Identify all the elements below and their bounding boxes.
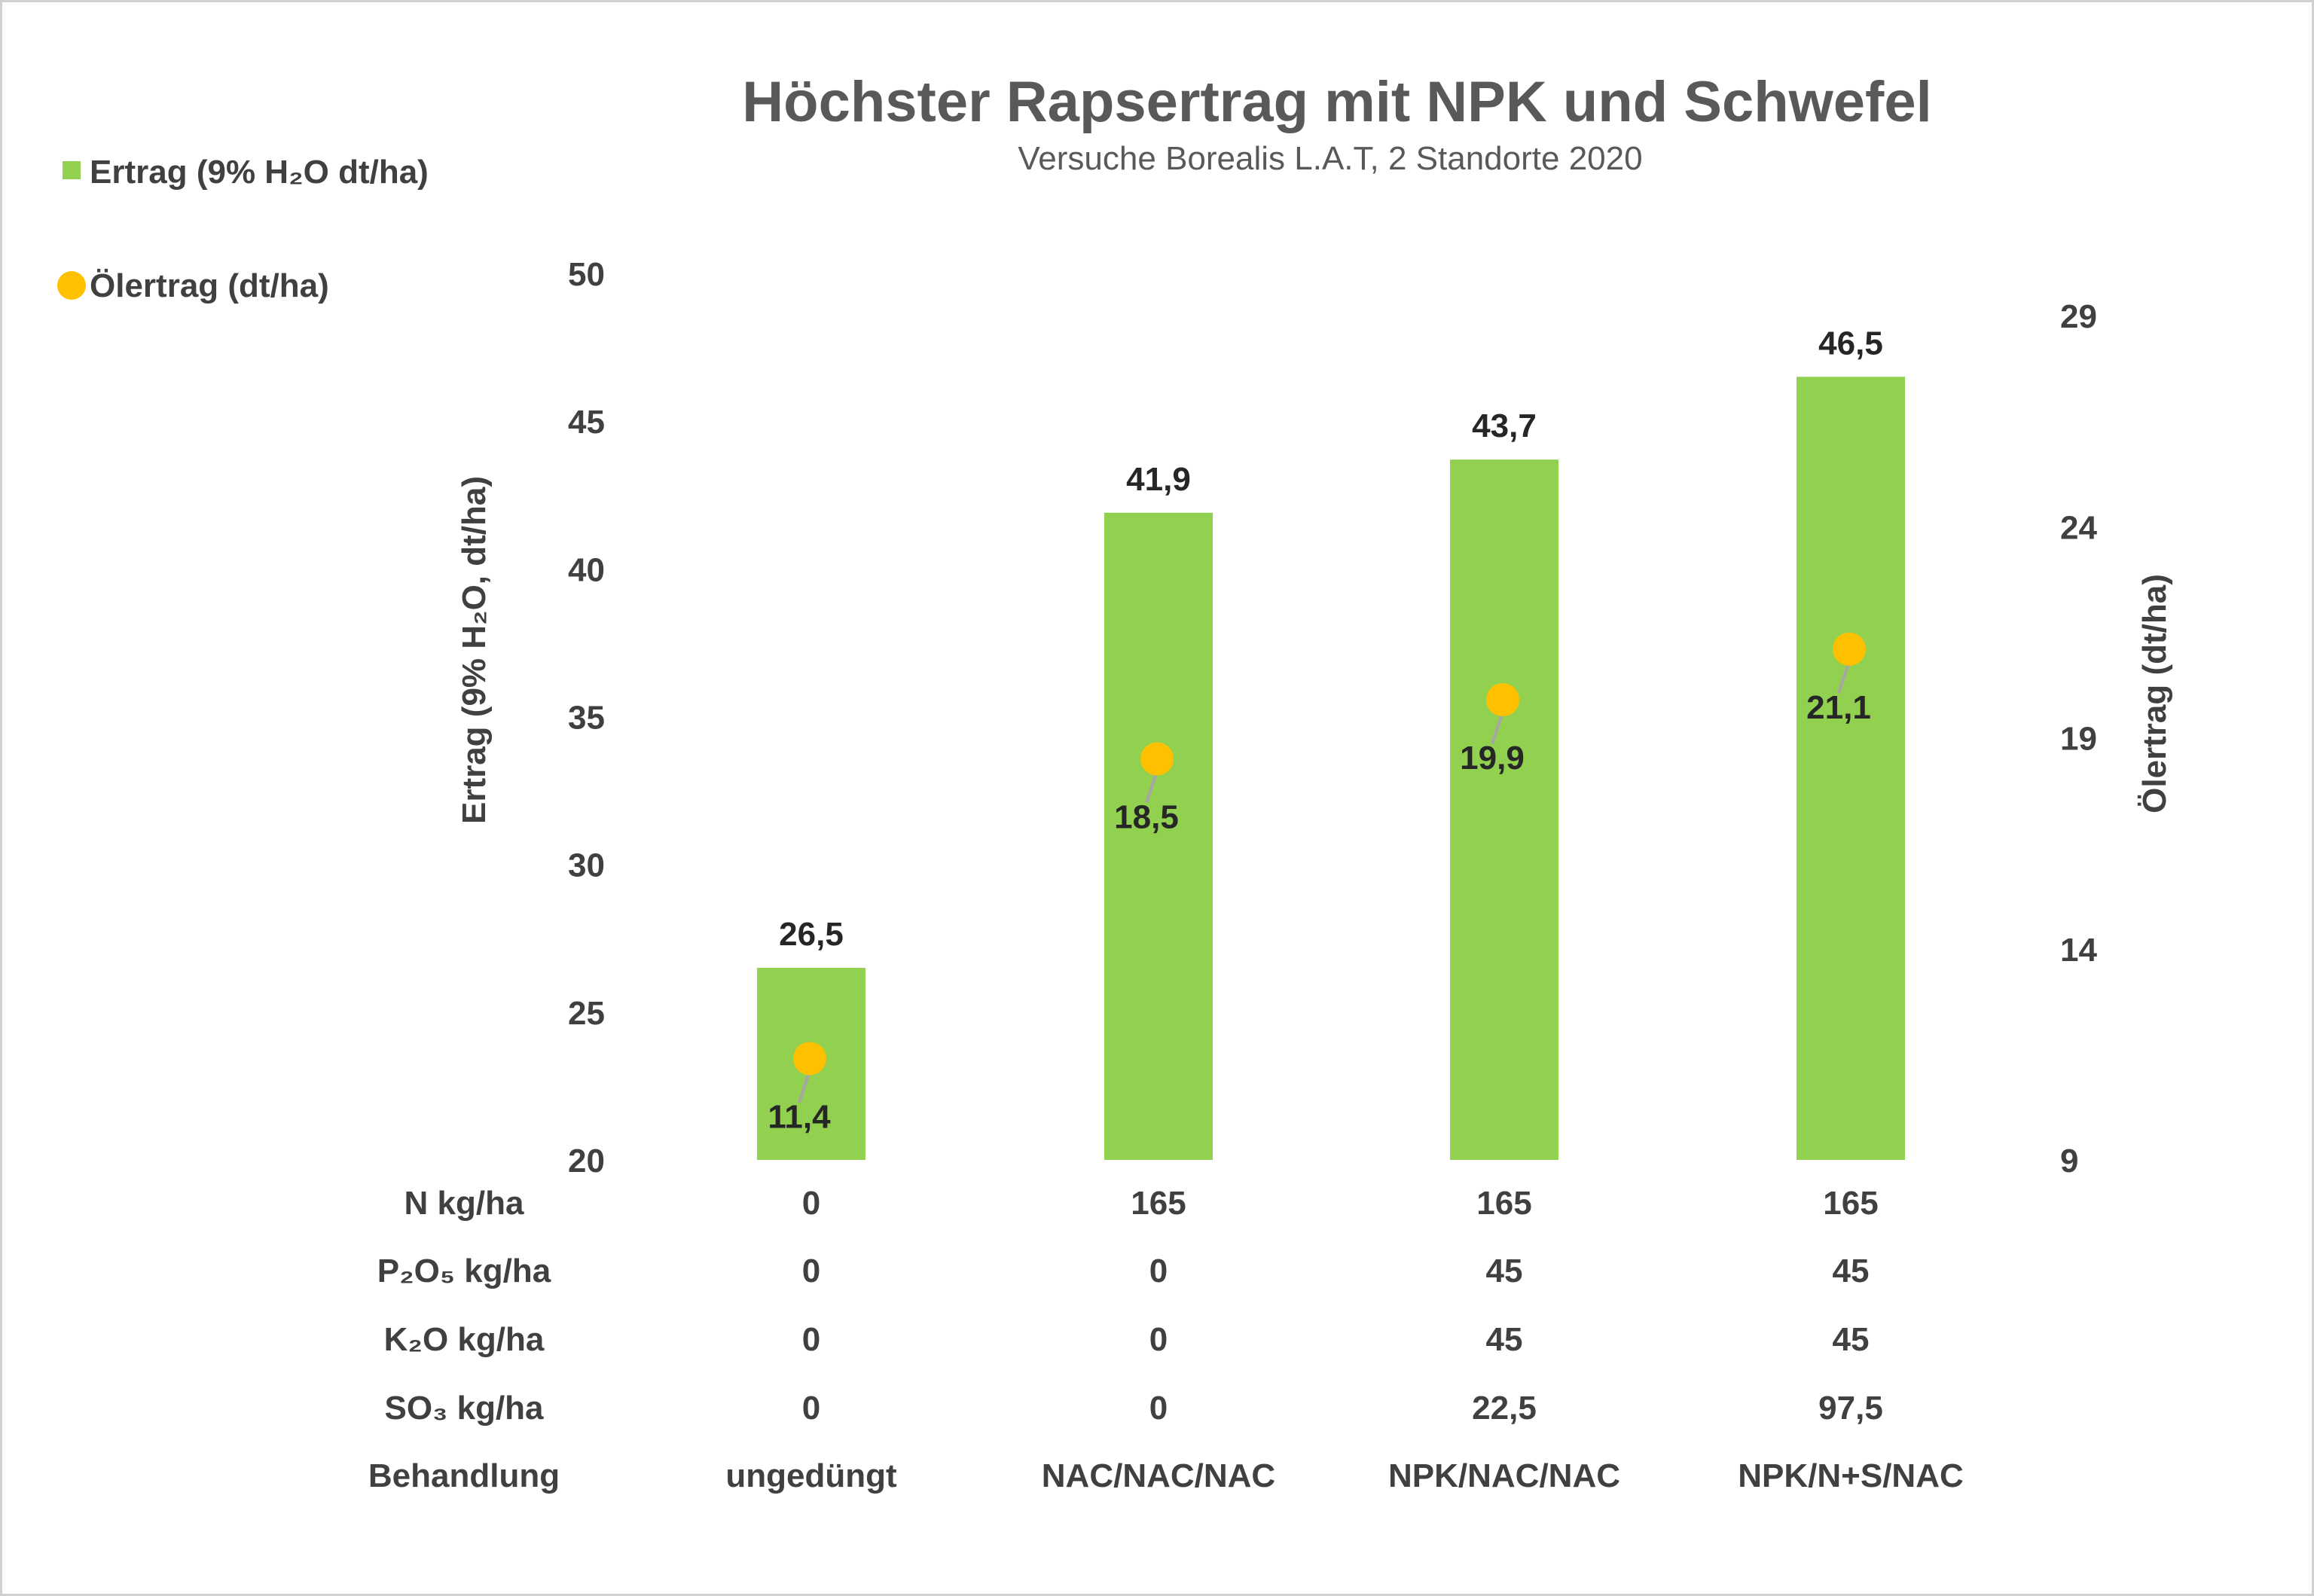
table-row-label: SO₃ kg/ha [384,1390,544,1427]
data-point [1833,632,1866,666]
y-axis-title-right: Ölertrag (dt/ha) [2136,574,2173,813]
table-cell: 0 [802,1185,820,1222]
bar [1450,459,1558,1160]
legend-bar-label: Ertrag (9% H₂O dt/ha) [90,154,429,191]
table-cell: 0 [1149,1253,1168,1289]
table-cell: NAC/NAC/NAC [1042,1457,1275,1494]
table-cell: 0 [802,1321,820,1358]
table-row-label: P₂O₅ kg/ha [377,1253,551,1289]
table-row-label: N kg/ha [404,1185,524,1222]
data-table: N kg/ha 0 165 165 165 P₂O₅ kg/ha 0 0 45 45 K₂O kg/… [368,1185,1964,1494]
y-tick-left: 50 [568,256,605,293]
bar-value-label: 46,5 [1818,325,1883,362]
legend-bar-swatch [63,161,81,179]
y-tick-left: 35 [568,700,605,737]
table-cell: 165 [1476,1185,1531,1222]
y-tick-right: 9 [2060,1143,2078,1179]
y-tick-left: 45 [568,404,605,441]
data-point [1140,742,1174,776]
legend-dot-swatch [57,271,86,300]
y-tick-right: 29 [2060,298,2097,335]
y-tick-left: 30 [568,847,605,884]
data-point-label: 18,5 [1114,799,1179,836]
y-axis-right-ticks: 9 14 19 24 29 [2060,298,2097,1179]
table-cell: 0 [1149,1321,1168,1358]
table-cell: 45 [1833,1253,1870,1289]
data-point-label: 19,9 [1460,740,1525,777]
table-cell: 45 [1486,1321,1523,1358]
data-point-label: 11,4 [768,1098,831,1135]
table-row-label: K₂O kg/ha [384,1321,545,1358]
y-tick-left: 20 [568,1143,605,1179]
bar [1797,377,1905,1161]
y-axis-left-ticks: 20 25 30 35 40 45 50 [568,256,605,1179]
table-cell: NPK/N+S/NAC [1738,1457,1964,1494]
y-axis-title-left: Ertrag (9% H₂O, dt/ha) [456,476,493,824]
table-row-label: Behandlung [368,1457,560,1494]
table-cell: 0 [1149,1390,1168,1427]
data-point [1486,683,1519,717]
dot-leader-line [798,1070,811,1103]
table-cell: 97,5 [1818,1390,1883,1427]
table-cell: 22,5 [1472,1390,1537,1427]
data-point [793,1042,826,1076]
dot-leader-line [1491,711,1504,744]
bar-value-label: 41,9 [1126,461,1191,498]
dot-leader-line [1145,770,1159,804]
table-cell: 45 [1833,1321,1870,1358]
y-tick-right: 14 [2060,932,2097,969]
bar-value-label: 43,7 [1472,407,1537,444]
chart-subtitle: Versuche Borealis L.A.T, 2 Standorte 202… [1018,140,1642,177]
bar-series: 26,5 41,9 43,7 46,5 [757,325,1905,1161]
legend-dot-label: Ölertrag (dt/ha) [90,267,329,304]
y-tick-right: 19 [2060,721,2097,758]
table-cell: NPK/NAC/NAC [1388,1457,1620,1494]
bar-value-label: 26,5 [779,916,844,953]
table-cell: 165 [1131,1185,1186,1222]
table-cell: 165 [1823,1185,1878,1222]
table-cell: 45 [1486,1253,1523,1289]
dot-leader-line [1837,661,1851,694]
table-cell: 0 [802,1253,820,1289]
data-point-label: 21,1 [1806,689,1871,726]
table-cell: 0 [802,1390,820,1427]
bar [1104,512,1213,1160]
chart-title: Höchster Rapsertrag mit NPK und Schwefel [742,70,1931,134]
y-tick-left: 40 [568,551,605,588]
y-tick-left: 25 [568,995,605,1032]
dot-series: 11,4 18,5 19,9 21,1 [768,632,1871,1135]
y-tick-right: 24 [2060,509,2097,546]
table-cell: ungedüngt [725,1457,897,1494]
